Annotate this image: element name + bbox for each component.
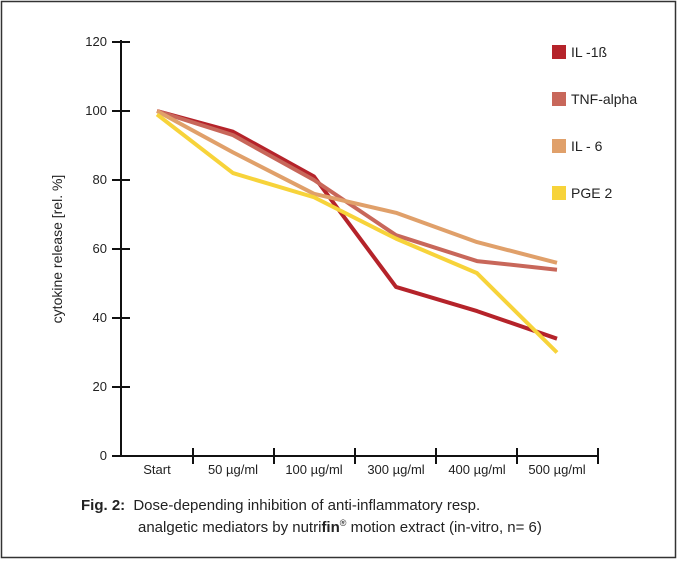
legend-label: IL - 6 [571,138,603,154]
y-tick-label: 0 [100,448,107,463]
legend-swatch [552,45,566,59]
y-tick-label: 80 [93,172,107,187]
legend-label: TNF-alpha [571,91,637,107]
x-tick-label: 50 µg/ml [208,462,258,477]
caption-label: Fig. 2: [81,497,125,514]
legend-label: IL -1ß [571,44,607,60]
series-line [156,109,558,341]
y-tick-label: 60 [93,241,107,256]
caption-line: Dose-depending inhibition of anti-inflam… [133,497,480,514]
caption: Fig. 2: Dose-depending inhibition of ant… [81,497,480,514]
series-line [156,109,558,272]
legend-swatch [552,186,566,200]
caption-sup: ® [340,518,347,528]
legend-label: PGE 2 [571,185,612,201]
x-tick-label: Start [143,462,171,477]
x-tick-label: 400 µg/ml [448,462,505,477]
x-tick-label: 300 µg/ml [367,462,424,477]
x-tick-label: 500 µg/ml [528,462,585,477]
legend-swatch [552,139,566,153]
series-line [156,109,558,265]
legend-swatch [552,92,566,106]
y-tick-label: 100 [85,103,107,118]
caption-bold: fin [321,519,339,536]
y-tick-label: 120 [85,34,107,49]
y-axis-label: cytokine release [rel. %] [49,175,65,324]
caption-text: motion extract (in-vitro, n= 6) [346,519,541,536]
y-tick-label: 40 [93,310,107,325]
series-line [155,112,559,354]
x-tick-label: 100 µg/ml [285,462,342,477]
y-tick-label: 20 [93,379,107,394]
caption: analgetic mediators by nutrifin® motion … [138,518,542,536]
caption-text: analgetic mediators by nutri [138,519,321,536]
